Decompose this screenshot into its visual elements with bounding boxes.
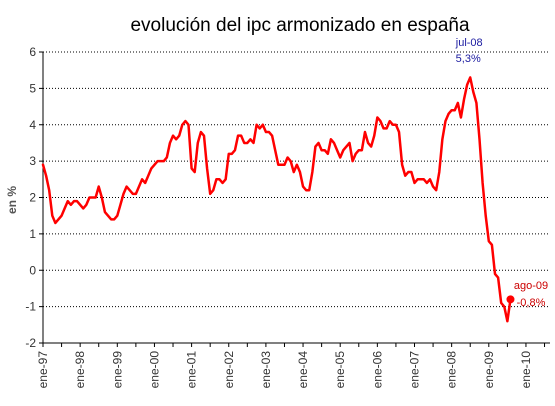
- annotations: jul-08 5,3% ago-09 -0,8%: [455, 37, 548, 309]
- series-group: [41, 76, 512, 323]
- x-tick-label: ene-97: [36, 351, 50, 389]
- y-tick-label: 1: [29, 227, 36, 241]
- x-tick-label: ene-02: [222, 351, 236, 389]
- y-axis-label: en %: [5, 186, 19, 214]
- x-tick-label: ene-01: [185, 351, 199, 389]
- x-tick-label: ene-00: [147, 351, 161, 389]
- annotation-peak-date: jul-08: [455, 37, 483, 49]
- x-axis: ene-97 ene-98 ene-99 ene-00 ene-01 ene-02 ene-…: [36, 342, 550, 389]
- y-tick-label: 2: [29, 191, 36, 205]
- y-tick-label: 5: [29, 81, 36, 95]
- x-tick-label: ene-07: [408, 351, 422, 389]
- x-tick-label: ene-05: [333, 351, 347, 389]
- x-tick-label: ene-10: [519, 351, 533, 389]
- series-line: [41, 76, 512, 323]
- chart-title: evolución del ipc armonizado en españa: [130, 15, 469, 36]
- y-tick-label: -1: [25, 300, 36, 314]
- annotation-latest-value: -0,8%: [517, 297, 546, 309]
- x-tick-label: ene-08: [445, 351, 459, 389]
- x-tick-label: ene-98: [73, 351, 87, 389]
- annotation-latest-date: ago-09: [514, 280, 548, 292]
- y-tick-label: 3: [29, 154, 36, 168]
- x-tick-label: ene-06: [370, 351, 384, 389]
- x-tick-label: ene-03: [259, 351, 273, 389]
- y-tick-label: 0: [29, 263, 36, 277]
- x-tick-label: ene-09: [482, 351, 496, 389]
- annotation-peak-value: 5,3%: [456, 53, 481, 65]
- y-tick-label: 6: [29, 45, 36, 59]
- y-axis: -2 -1 0 1 2 3 4 5 6: [25, 45, 44, 350]
- y-tick-label: -2: [25, 336, 36, 350]
- y-tick-label: 4: [29, 118, 36, 132]
- annotation-marker: [506, 295, 515, 304]
- x-tick-label: ene-04: [296, 351, 310, 389]
- x-tick-label: ene-99: [110, 351, 124, 389]
